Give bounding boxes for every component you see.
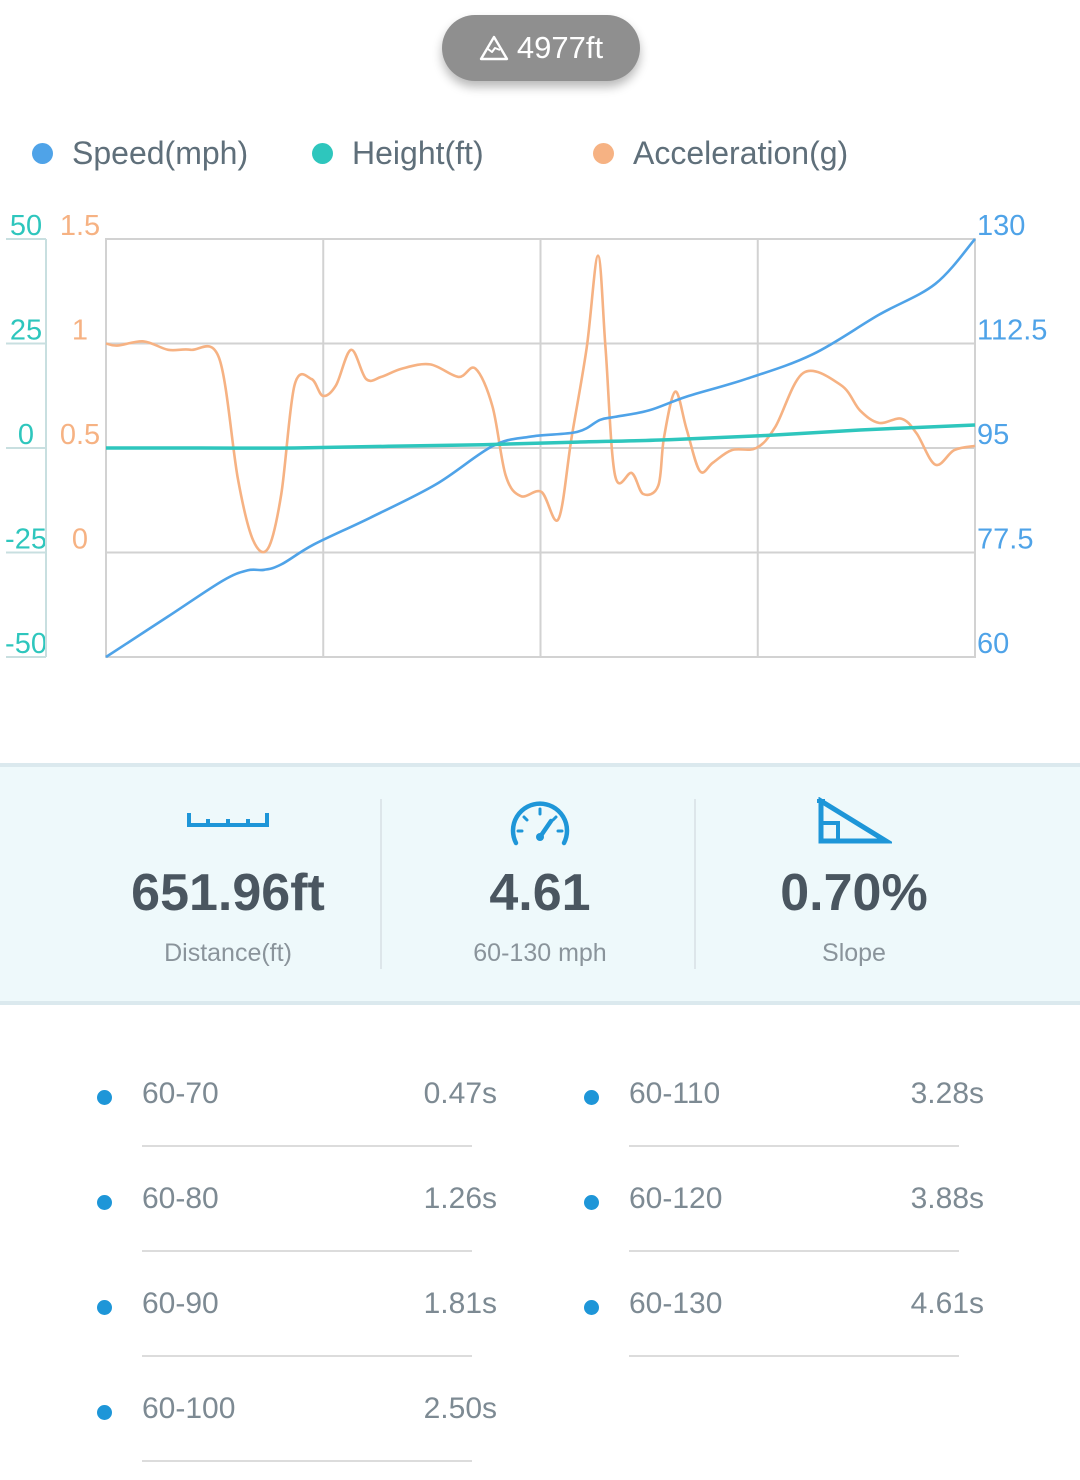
stat-slope: 0.70% Slope [701,767,1007,1001]
row-divider [629,1145,959,1147]
speed-height-acceleration-chart: 50 25 0 -25 -50 1.5 1 0.5 0 130 112.5 95 77.5 60 [5,210,1047,660]
list-item[interactable]: 60-110 3.28s [584,1045,984,1149]
split-range: 60-120 [629,1182,723,1215]
split-time: 4.61s [910,1287,984,1320]
acceleration-axis-tick-label: 0 [72,524,88,556]
list-item[interactable]: 60-130 4.61s [584,1255,984,1359]
stat-time: 4.61 60-130 mph [387,767,693,1001]
split-time: 2.50s [423,1392,497,1425]
legend-label-acceleration: Acceleration(g) [633,134,849,171]
stats-panel: 651.96ft Distance(ft) 4.61 60-130 mph 0.… [0,763,1080,1005]
legend-dot-height [312,142,333,164]
legend-item-speed[interactable]: Speed(mph) [32,128,248,178]
acceleration-axis-tick-label: 1 [72,315,88,347]
split-range: 60-90 [142,1287,219,1320]
legend-dot-acceleration [593,142,614,164]
split-time: 1.26s [423,1182,497,1215]
list-item[interactable]: 60-100 2.50s [97,1360,497,1464]
list-item[interactable]: 60-80 1.26s [97,1150,497,1254]
row-divider [142,1145,472,1147]
legend-label-height: Height(ft) [352,134,484,171]
distance-label: Distance(ft) [164,939,292,967]
stat-distance: 651.96ft Distance(ft) [75,767,381,1001]
bullet-dot [584,1300,599,1315]
split-range: 60-110 [629,1077,721,1110]
speed-axis-tick-label: 95 [977,419,1009,451]
row-divider [142,1250,472,1252]
bullet-dot [584,1090,599,1105]
acceleration-axis-tick-label: 1.5 [60,210,100,242]
speedometer-icon [510,801,570,846]
altitude-badge[interactable]: 4977ft [442,15,640,81]
height-series-line [106,423,976,450]
list-item[interactable]: 60-120 3.88s [584,1150,984,1254]
height-axis-tick-label: -25 [5,524,47,556]
split-range: 60-100 [142,1392,236,1425]
legend-label-speed: Speed(mph) [72,134,249,171]
row-divider [142,1355,472,1357]
list-item[interactable]: 60-70 0.47s [97,1045,497,1149]
split-time: 1.81s [423,1287,497,1320]
time-label: 60-130 mph [473,939,607,967]
legend-item-height[interactable]: Height(ft) [312,128,484,178]
acceleration-series-line [105,254,976,554]
acceleration-axis-tick-label: 0.5 [60,419,100,451]
slope-icon [817,797,892,844]
row-divider [629,1250,959,1252]
slope-label: Slope [822,939,886,967]
speed-axis-tick-label: 130 [977,210,1025,242]
split-time: 3.88s [910,1182,984,1215]
row-divider [629,1355,959,1357]
height-axis-tick-label: 25 [10,315,42,347]
height-axis-tick-label: 0 [18,419,34,451]
slope-value: 0.70% [780,864,928,922]
distance-value: 651.96ft [131,864,325,922]
split-time: 3.28s [910,1077,984,1110]
height-axis-tick-label: -50 [5,628,47,660]
row-divider [142,1460,472,1462]
bullet-dot [97,1090,112,1105]
stat-divider [694,799,696,969]
split-range: 60-80 [142,1182,219,1215]
speed-axis-tick-label: 77.5 [977,524,1033,556]
speed-axis-tick-label: 112.5 [977,315,1047,347]
speed-series-line [105,238,976,659]
speed-axis-tick-label: 60 [977,628,1009,660]
stat-divider [380,799,382,969]
split-range: 60-70 [142,1077,219,1110]
bullet-dot [97,1405,112,1420]
ruler-icon [187,813,269,827]
bullet-dot [97,1195,112,1210]
chart-legend: Speed(mph) Height(ft) Acceleration(g) [0,128,1080,178]
split-time: 0.47s [423,1077,497,1110]
bullet-dot [584,1195,599,1210]
list-item[interactable]: 60-90 1.81s [97,1255,497,1359]
legend-item-acceleration[interactable]: Acceleration(g) [593,128,848,178]
height-axis-tick-label: 50 [10,210,42,242]
legend-dot-speed [32,142,53,164]
bullet-dot [97,1300,112,1315]
mountain-icon [479,35,509,61]
split-range: 60-130 [629,1287,723,1320]
altitude-value: 4977ft [516,30,604,65]
time-value: 4.61 [489,864,591,922]
